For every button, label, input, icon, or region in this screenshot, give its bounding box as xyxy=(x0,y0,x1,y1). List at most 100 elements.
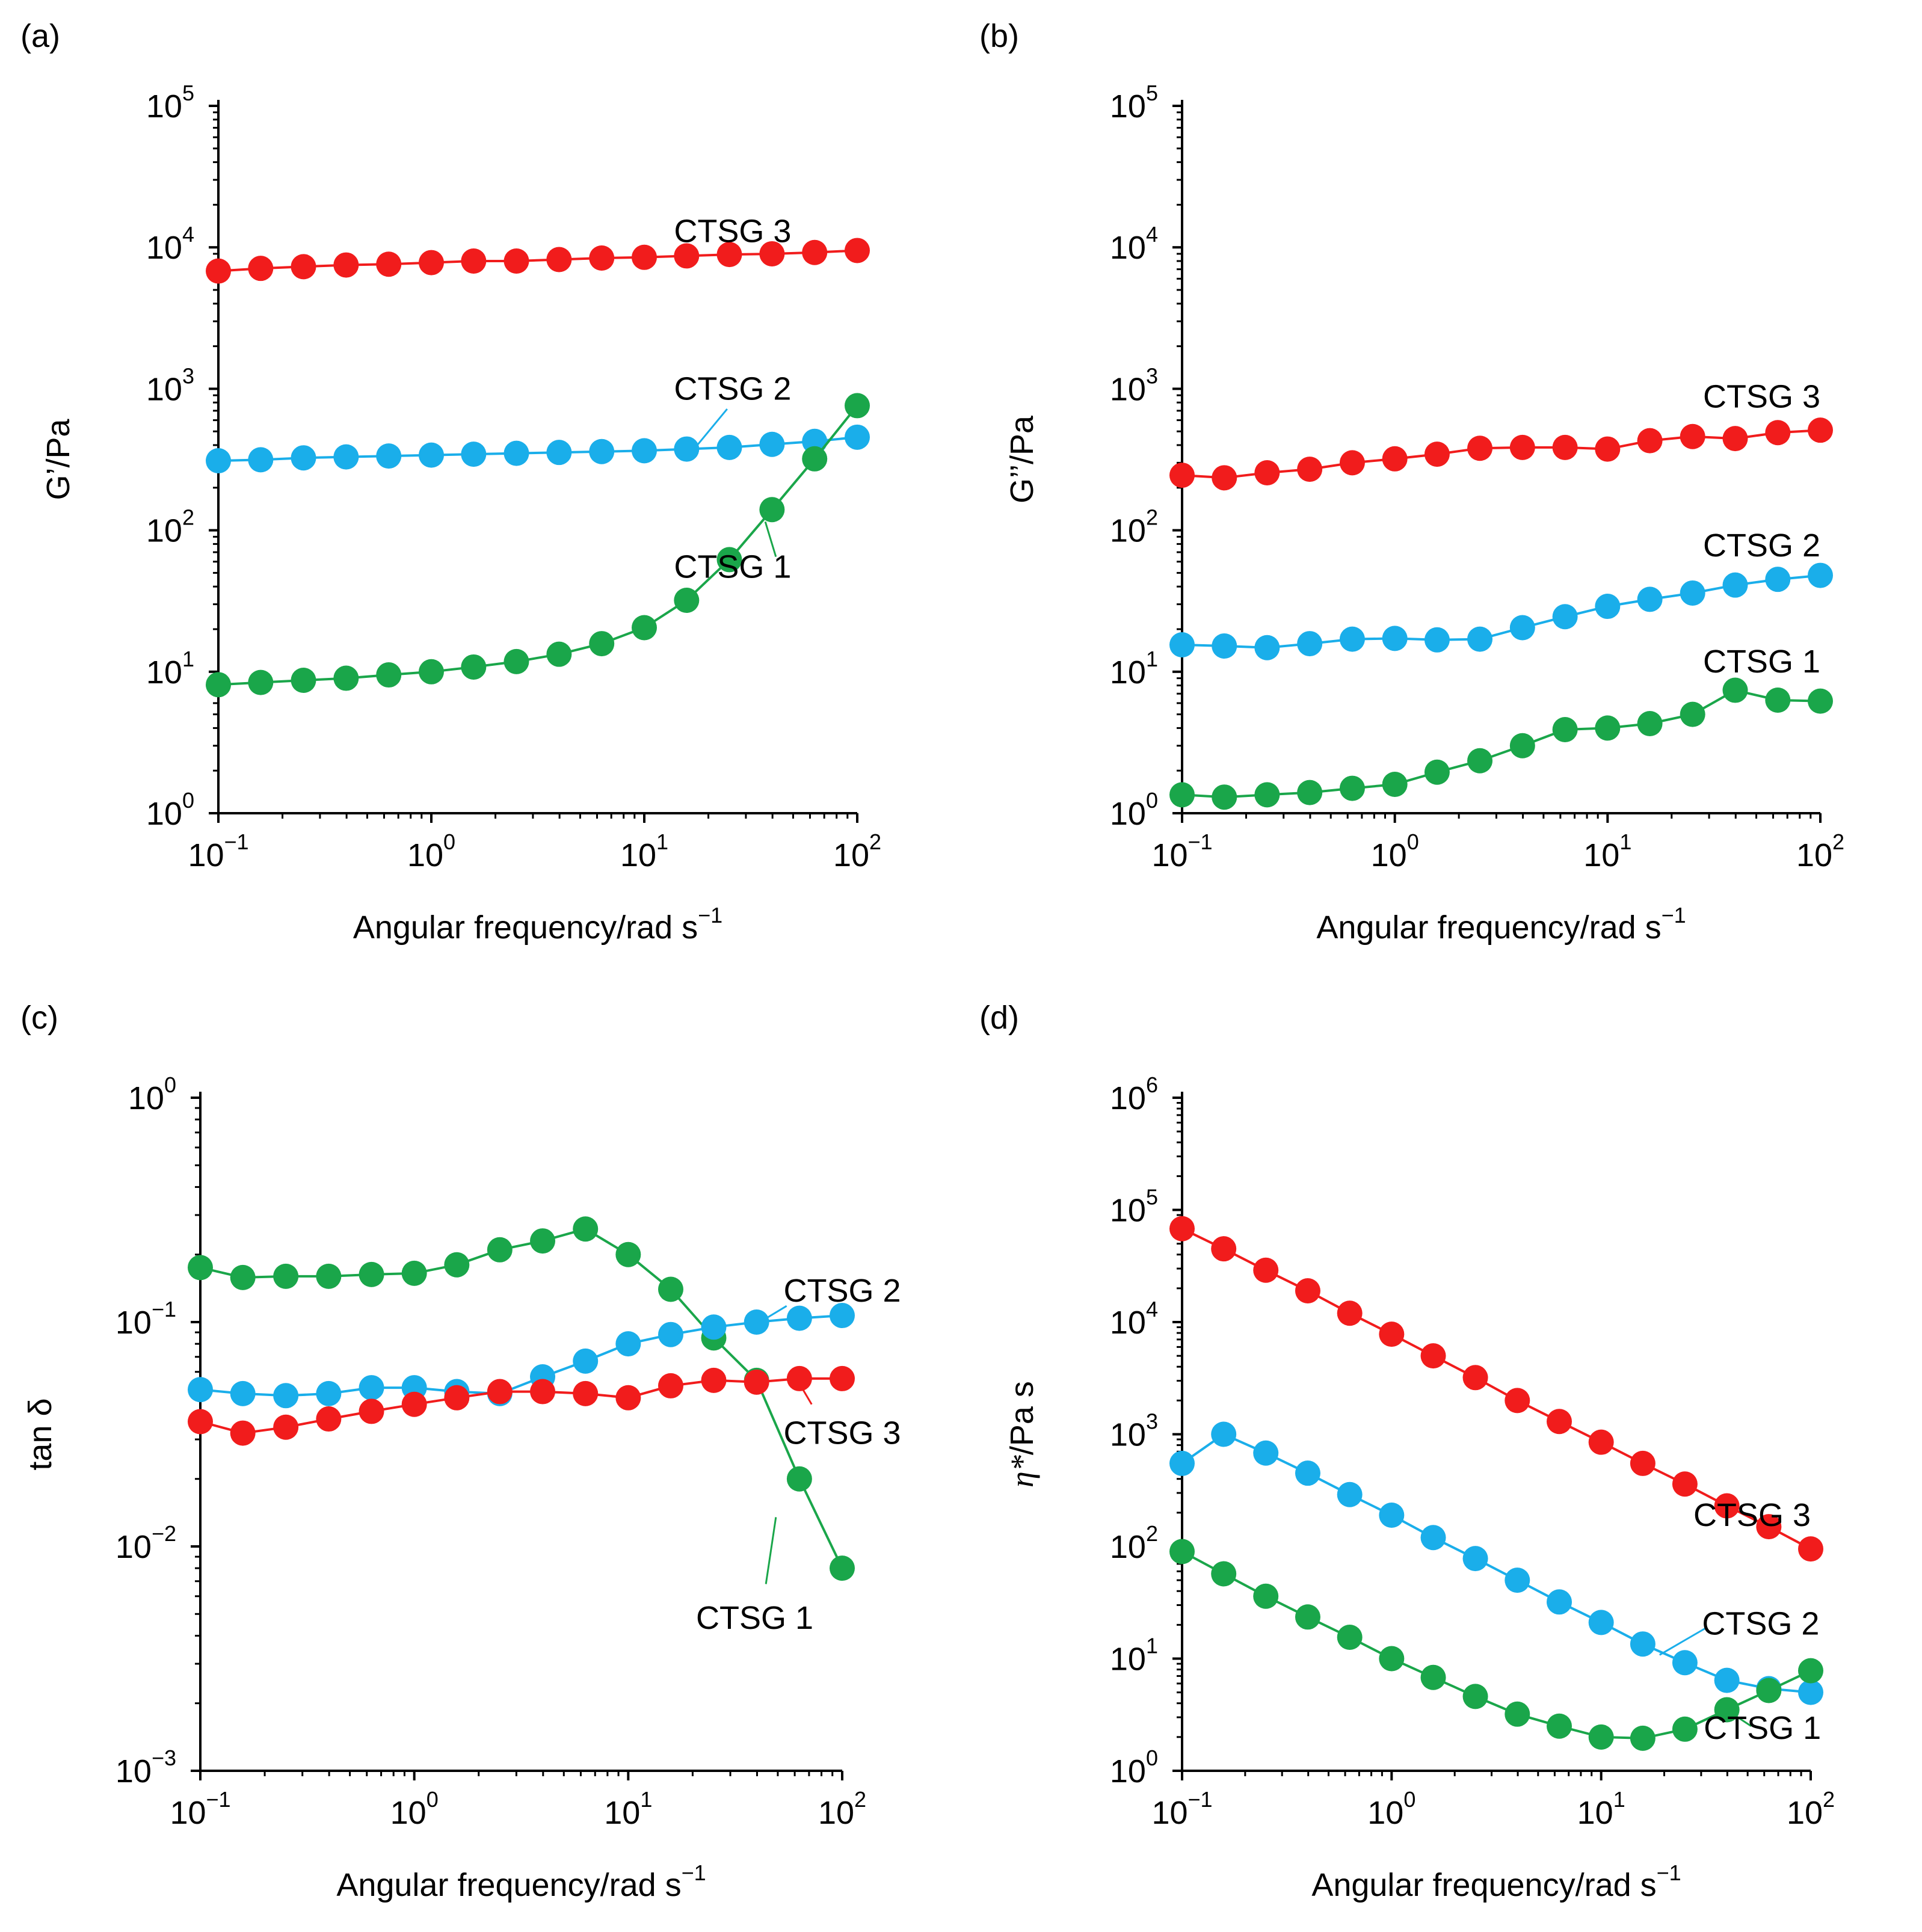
data-point xyxy=(1630,1450,1656,1476)
data-point xyxy=(1588,1610,1614,1635)
data-point xyxy=(1212,633,1237,659)
data-point xyxy=(759,431,785,457)
data-point xyxy=(1672,1650,1698,1676)
data-point xyxy=(1212,784,1237,810)
series-line xyxy=(200,1314,843,1397)
y-tick-label: 104 xyxy=(1110,1297,1158,1341)
data-point xyxy=(1630,1725,1656,1751)
data-point xyxy=(206,258,231,284)
data-point xyxy=(1297,457,1323,482)
y-tick-label: 101 xyxy=(146,647,194,691)
data-point xyxy=(188,1377,213,1403)
data-point xyxy=(1588,1724,1614,1750)
data-point xyxy=(1337,1481,1363,1507)
data-point xyxy=(1254,635,1280,660)
data-point xyxy=(1169,1216,1195,1241)
y-axis-title: G’/Pa xyxy=(40,419,76,500)
data-point xyxy=(1509,733,1535,758)
series-label: CTSG 3 xyxy=(1693,1497,1811,1533)
data-point xyxy=(206,672,231,698)
panel-tag: (d) xyxy=(979,1000,1019,1036)
data-point xyxy=(487,1237,513,1263)
series-ctsg-2 xyxy=(206,424,870,474)
series-ctsg-3 xyxy=(1169,1216,1823,1562)
data-point xyxy=(273,1383,299,1409)
data-point xyxy=(248,669,274,695)
data-point xyxy=(376,662,402,688)
data-point xyxy=(589,438,615,464)
x-tick-label: 10−1 xyxy=(1151,829,1212,873)
data-point xyxy=(188,1409,213,1435)
data-point xyxy=(573,1380,599,1406)
y-axis-title: η*/Pa s xyxy=(1004,1381,1040,1487)
y-tick-label: 106 xyxy=(1110,1072,1158,1116)
data-point xyxy=(1379,1503,1405,1528)
data-point xyxy=(1808,562,1833,588)
data-point xyxy=(1595,715,1621,741)
data-point xyxy=(401,1391,427,1417)
data-point xyxy=(333,665,359,691)
data-point xyxy=(1509,434,1535,460)
data-point xyxy=(802,446,828,472)
data-point xyxy=(1722,426,1748,452)
panel-2: (c) 10−3 10−2 10−1 100 10−1 100 101 102 Angular f… xyxy=(20,1000,901,1903)
data-point xyxy=(589,245,615,271)
data-point xyxy=(1254,782,1280,808)
data-point xyxy=(1211,1236,1237,1262)
data-point xyxy=(1211,1421,1237,1447)
data-point xyxy=(333,444,359,470)
data-point xyxy=(419,442,444,468)
data-point xyxy=(1680,423,1705,449)
data-point xyxy=(615,1385,641,1411)
data-point xyxy=(230,1264,256,1290)
data-point xyxy=(802,239,828,265)
series-line xyxy=(1181,1550,1811,1740)
data-point xyxy=(1722,572,1748,598)
data-point xyxy=(359,1261,384,1287)
data-point xyxy=(1808,688,1833,714)
x-axis-title: Angular frequency/rad s−1 xyxy=(1316,903,1686,946)
data-point xyxy=(316,1263,342,1289)
panel-tag: (c) xyxy=(20,1000,58,1036)
x-tick-label: 101 xyxy=(604,1787,652,1831)
data-point xyxy=(1588,1429,1614,1455)
data-point xyxy=(1505,1701,1530,1727)
data-point xyxy=(701,1367,727,1393)
x-tick-label: 102 xyxy=(1787,1787,1835,1831)
series-label: CTSG 1 xyxy=(696,1600,813,1636)
series-ctsg-3 xyxy=(206,238,870,284)
y-axis-title: tan δ xyxy=(22,1398,58,1470)
data-point xyxy=(1297,780,1323,805)
data-point xyxy=(1756,1678,1782,1703)
y-tick-label: 10−1 xyxy=(116,1297,176,1341)
series-line xyxy=(1181,1433,1811,1694)
data-point xyxy=(444,1385,470,1411)
data-point xyxy=(461,654,487,680)
x-tick-label: 10−1 xyxy=(170,1787,230,1831)
series-line xyxy=(218,435,858,462)
data-point xyxy=(1253,1583,1279,1609)
data-point xyxy=(1462,1365,1488,1391)
x-tick-label: 102 xyxy=(1796,829,1844,873)
series-label: CTSG 3 xyxy=(1703,378,1820,414)
data-point xyxy=(716,434,742,460)
data-point xyxy=(1379,1646,1405,1672)
data-point xyxy=(444,1252,470,1278)
series-label: CTSG 2 xyxy=(1703,528,1820,564)
data-point xyxy=(1297,631,1323,657)
y-tick-label: 100 xyxy=(1110,788,1158,832)
series-line xyxy=(200,1377,842,1435)
data-point xyxy=(845,393,870,419)
x-axis-title: Angular frequency/rad s−1 xyxy=(336,1860,706,1903)
data-point xyxy=(1595,594,1621,620)
data-point xyxy=(1505,1388,1530,1414)
series-label: CTSG 2 xyxy=(674,371,791,407)
data-point xyxy=(1169,1539,1195,1564)
label-leader-line xyxy=(1659,1626,1708,1656)
series-label: CTSG 3 xyxy=(674,213,791,249)
data-point xyxy=(1756,1514,1782,1540)
data-point xyxy=(1552,716,1578,742)
data-point xyxy=(1339,626,1365,652)
